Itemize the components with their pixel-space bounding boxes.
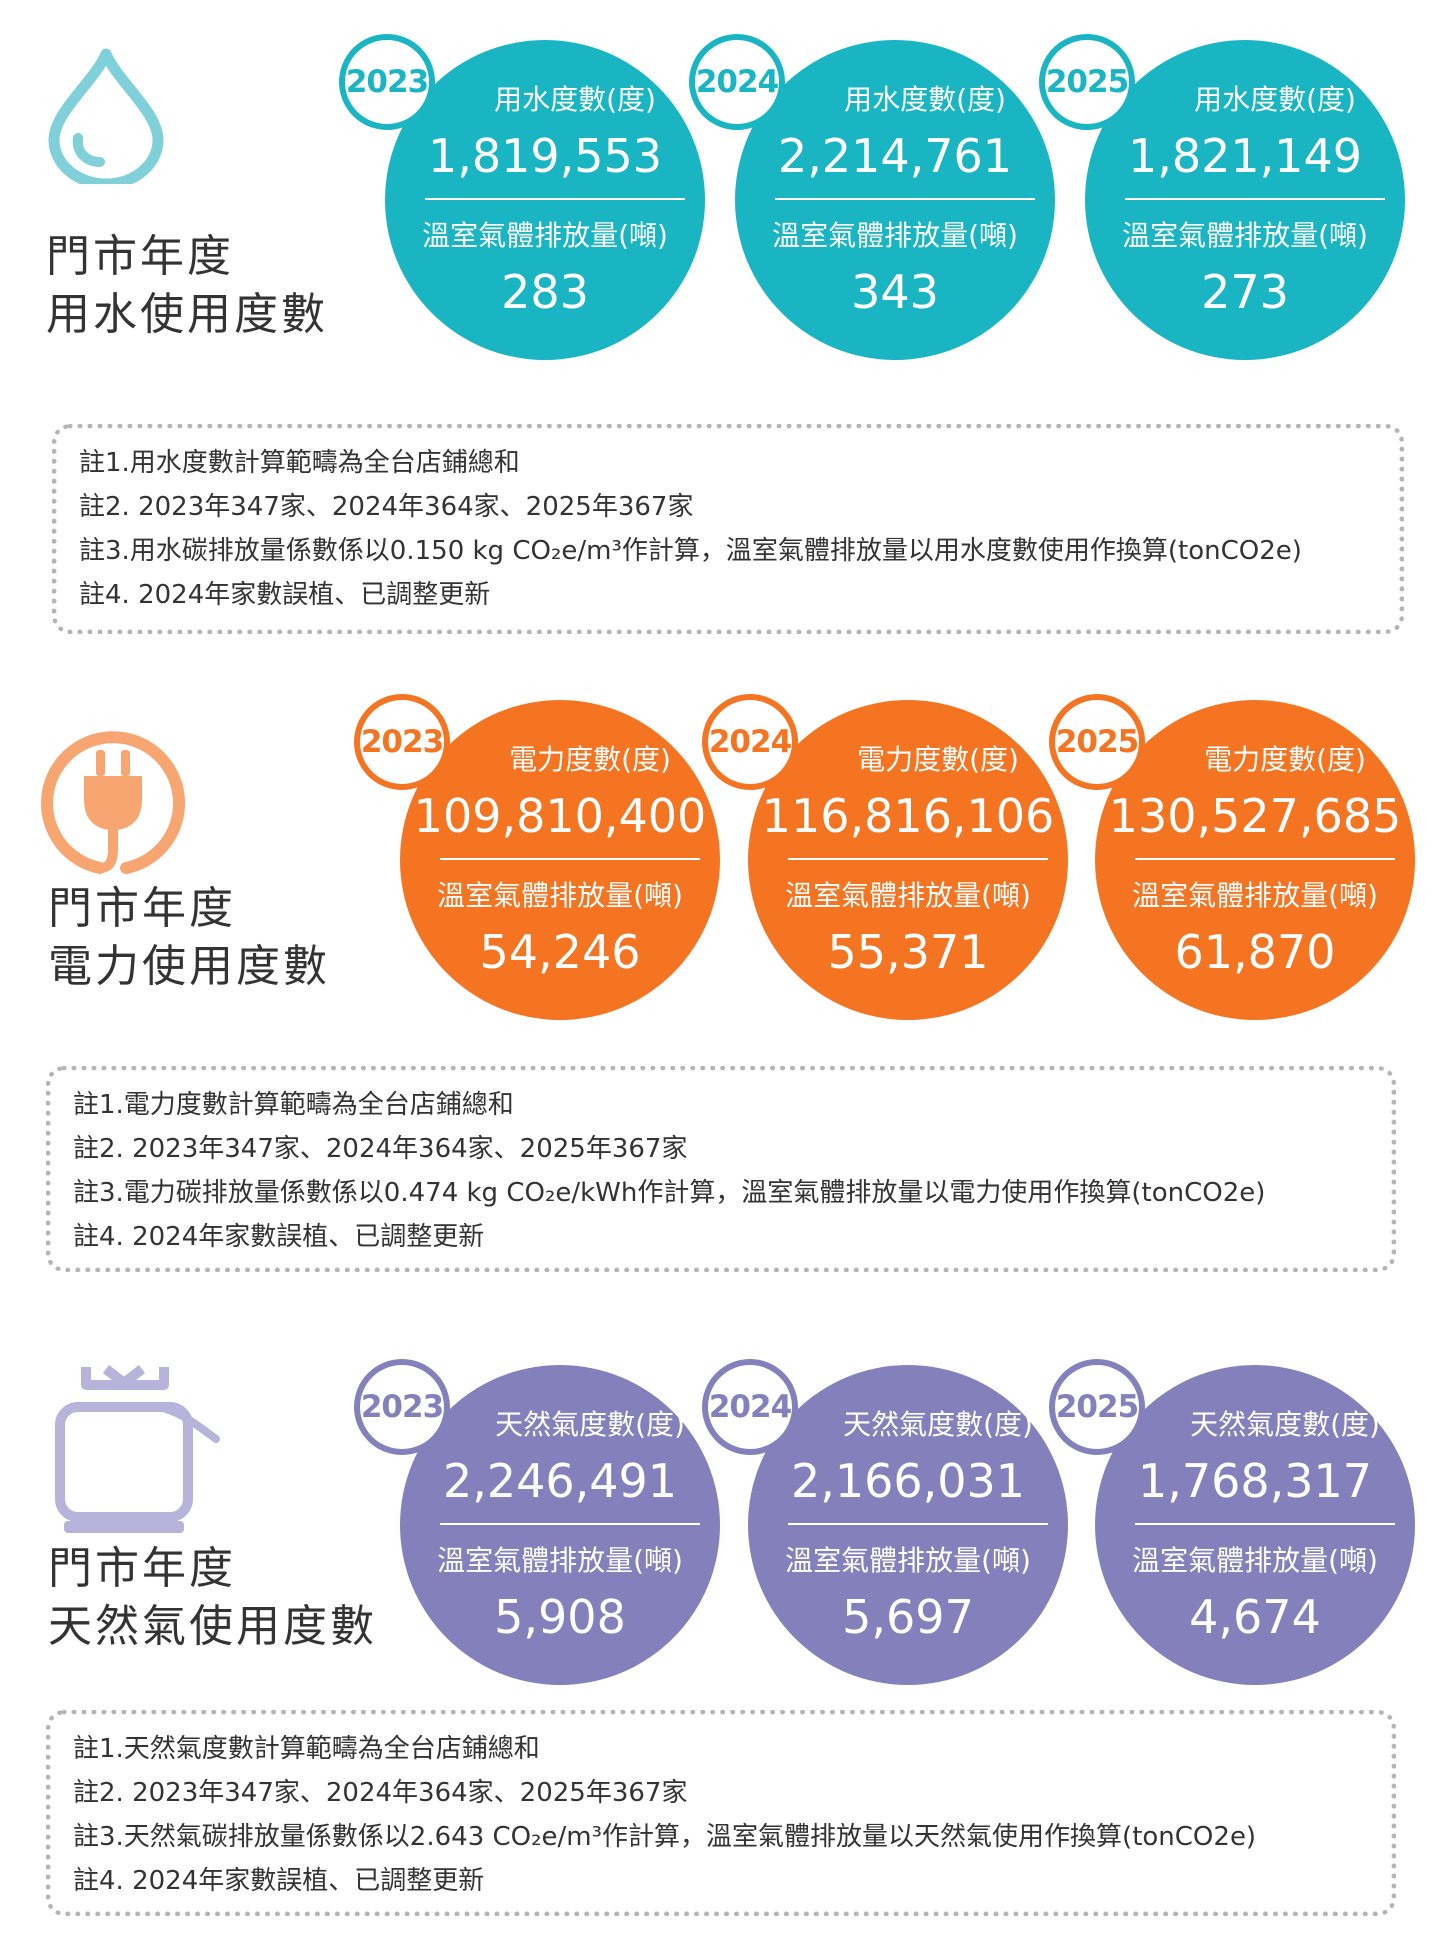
electricity-section: 門市年度 電力使用度數 2023 電力度數(度) 109,810,400 溫室氣…: [0, 694, 1446, 1280]
section-title: 門市年度 用水使用度數: [46, 228, 328, 344]
note-4: 註4. 2024年家數誤植、已調整更新: [73, 1866, 485, 1896]
usage-label: 用水度數(度): [844, 83, 1006, 116]
note-2: 註2. 2023年347家、2024年364家、2025年367家: [73, 1134, 688, 1164]
ghg-value: 273: [1201, 265, 1289, 319]
note-4: 註4. 2024年家數誤植、已調整更新: [73, 1222, 485, 1252]
divider: [775, 198, 1035, 200]
stat-circle-2025: 2025 天然氣度數(度) 1,768,317 溫室氣體排放量(噸) 4,674: [1049, 1359, 1415, 1685]
title-line-2: 用水使用度數: [46, 289, 328, 340]
title-line-1: 門市年度: [46, 231, 234, 282]
note-3: 註3.電力碳排放量係數係以0.474 kg CO₂e/kWh作計算，溫室氣體排放…: [73, 1178, 1266, 1208]
ghg-value: 54,246: [479, 925, 641, 979]
divider: [440, 858, 700, 860]
ghg-label: 溫室氣體排放量(噸): [785, 879, 1031, 912]
stat-circle-2025: 2025 電力度數(度) 130,527,685 溫室氣體排放量(噸) 61,8…: [1049, 694, 1415, 1020]
divider: [440, 1523, 700, 1525]
notes-box: 註1.電力度數計算範疇為全台店鋪總和 註2. 2023年347家、2024年36…: [46, 1066, 1396, 1272]
ghg-label: 溫室氣體排放量(噸): [437, 879, 683, 912]
note-1: 註1.天然氣度數計算範疇為全台店鋪總和: [73, 1734, 540, 1764]
usage-label: 天然氣度數(度): [495, 1408, 685, 1441]
year-badge: 2024: [702, 1359, 798, 1455]
note-3: 註3.用水碳排放量係數係以0.150 kg CO₂e/m³作計算，溫室氣體排放量…: [79, 536, 1302, 566]
note-2: 註2. 2023年347家、2024年364家、2025年367家: [79, 492, 694, 522]
usage-label: 用水度數(度): [1194, 83, 1356, 116]
title-line-2: 電力使用度數: [48, 941, 330, 992]
stat-circle-2024: 2024 天然氣度數(度) 2,166,031 溫室氣體排放量(噸) 5,697: [702, 1359, 1068, 1685]
usage-value: 2,246,491: [442, 1454, 678, 1508]
ghg-value: 5,697: [842, 1590, 974, 1644]
ghg-value: 5,908: [494, 1590, 626, 1644]
usage-value: 109,810,400: [413, 789, 707, 843]
ghg-value: 4,674: [1189, 1590, 1321, 1644]
title-line-1: 門市年度: [48, 1543, 236, 1594]
usage-value: 1,819,553: [427, 129, 663, 183]
year-badge: 2025: [1039, 34, 1135, 130]
ghg-label: 溫室氣體排放量(噸): [422, 219, 668, 252]
ghg-label: 溫室氣體排放量(噸): [1132, 1544, 1378, 1577]
gas-section: 門市年度 天然氣使用度數 2023 天然氣度數(度) 2,246,491 溫室氣…: [0, 1359, 1446, 1945]
year-badge: 2024: [702, 694, 798, 790]
ghg-label: 溫室氣體排放量(噸): [772, 219, 1018, 252]
year-badge: 2025: [1049, 694, 1145, 790]
divider: [1125, 198, 1385, 200]
note-2: 註2. 2023年347家、2024年364家、2025年367家: [73, 1778, 688, 1808]
ghg-label: 溫室氣體排放量(噸): [437, 1544, 683, 1577]
notes-box: 註1.用水度數計算範疇為全台店鋪總和 註2. 2023年347家、2024年36…: [52, 424, 1404, 634]
ghg-value: 283: [501, 265, 589, 319]
usage-value: 130,527,685: [1108, 789, 1402, 843]
gas-cylinder-icon: [55, 1365, 220, 1533]
power-plug-icon: [41, 731, 185, 874]
divider: [1135, 1523, 1395, 1525]
ghg-value: 55,371: [827, 925, 989, 979]
year-badge: 2025: [1049, 1359, 1145, 1455]
stat-circle-2023: 2023 天然氣度數(度) 2,246,491 溫室氣體排放量(噸) 5,908: [354, 1359, 720, 1685]
divider: [1135, 858, 1395, 860]
water-drop-icon: [48, 48, 164, 184]
year-badge: 2024: [689, 34, 785, 130]
note-4: 註4. 2024年家數誤植、已調整更新: [79, 580, 491, 610]
section-title: 門市年度 天然氣使用度數: [48, 1540, 377, 1656]
usage-value: 1,821,149: [1127, 129, 1363, 183]
year-badge: 2023: [354, 1359, 450, 1455]
usage-value: 2,166,031: [790, 1454, 1026, 1508]
usage-value: 116,816,106: [761, 789, 1055, 843]
stat-circle-2023: 2023 用水度數(度) 1,819,553 溫室氣體排放量(噸) 283: [339, 34, 705, 360]
title-line-1: 門市年度: [48, 883, 236, 934]
water-section: 門市年度 用水使用度數 2023 用水度數(度) 1,819,553 溫室氣體排…: [0, 0, 1446, 640]
ghg-value: 343: [851, 265, 939, 319]
section-title: 門市年度 電力使用度數: [48, 880, 330, 996]
stat-circle-2024: 2024 電力度數(度) 116,816,106 溫室氣體排放量(噸) 55,3…: [702, 694, 1068, 1020]
note-1: 註1.用水度數計算範疇為全台店鋪總和: [79, 448, 520, 478]
usage-value: 2,214,761: [777, 129, 1013, 183]
stat-circle-2023: 2023 電力度數(度) 109,810,400 溫室氣體排放量(噸) 54,2…: [354, 694, 720, 1020]
year-badge: 2023: [339, 34, 435, 130]
ghg-label: 溫室氣體排放量(噸): [785, 1544, 1031, 1577]
usage-label: 電力度數(度): [1204, 743, 1366, 776]
stat-circle-2025: 2025 用水度數(度) 1,821,149 溫室氣體排放量(噸) 273: [1039, 34, 1405, 360]
usage-label: 電力度數(度): [509, 743, 671, 776]
ghg-label: 溫室氣體排放量(噸): [1132, 879, 1378, 912]
title-line-2: 天然氣使用度數: [48, 1601, 377, 1652]
divider: [788, 1523, 1048, 1525]
divider: [425, 198, 685, 200]
ghg-value: 61,870: [1174, 925, 1336, 979]
note-1: 註1.電力度數計算範疇為全台店鋪總和: [73, 1090, 514, 1120]
ghg-label: 溫室氣體排放量(噸): [1122, 219, 1368, 252]
usage-label: 電力度數(度): [857, 743, 1019, 776]
notes-box: 註1.天然氣度數計算範疇為全台店鋪總和 註2. 2023年347家、2024年3…: [46, 1710, 1396, 1916]
usage-value: 1,768,317: [1137, 1454, 1373, 1508]
usage-label: 天然氣度數(度): [843, 1408, 1033, 1441]
year-badge: 2023: [354, 694, 450, 790]
stat-circle-2024: 2024 用水度數(度) 2,214,761 溫室氣體排放量(噸) 343: [689, 34, 1055, 360]
usage-label: 天然氣度數(度): [1190, 1408, 1380, 1441]
divider: [788, 858, 1048, 860]
note-3: 註3.天然氣碳排放量係數係以2.643 CO₂e/m³作計算，溫室氣體排放量以天…: [73, 1822, 1257, 1852]
usage-label: 用水度數(度): [494, 83, 656, 116]
